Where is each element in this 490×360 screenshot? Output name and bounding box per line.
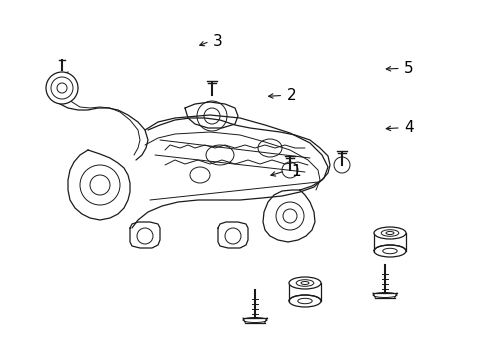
Ellipse shape <box>289 277 321 289</box>
Text: 2: 2 <box>287 88 296 103</box>
Ellipse shape <box>374 227 406 239</box>
Text: 1: 1 <box>292 163 301 179</box>
Circle shape <box>46 72 78 104</box>
Text: 4: 4 <box>404 120 414 135</box>
Ellipse shape <box>289 295 321 307</box>
Circle shape <box>51 77 73 99</box>
Circle shape <box>57 83 67 93</box>
Text: 3: 3 <box>213 34 223 49</box>
Text: 5: 5 <box>404 61 414 76</box>
Ellipse shape <box>374 245 406 257</box>
